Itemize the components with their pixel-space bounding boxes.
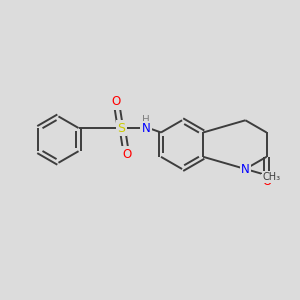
Text: H: H — [142, 115, 150, 125]
Text: CH₃: CH₃ — [262, 172, 281, 182]
Text: O: O — [262, 175, 271, 188]
Text: N: N — [241, 163, 250, 176]
Text: O: O — [122, 148, 131, 161]
Text: S: S — [117, 122, 125, 134]
Text: O: O — [111, 95, 121, 108]
Text: N: N — [142, 122, 150, 135]
